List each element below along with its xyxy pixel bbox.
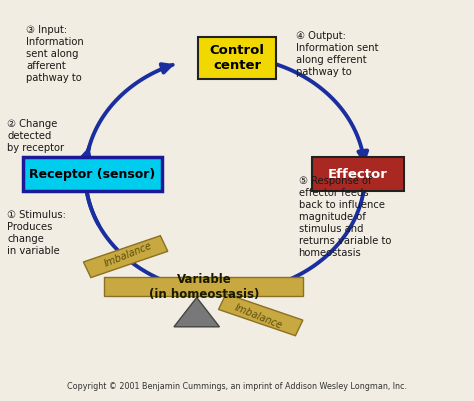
Text: Imbalance: Imbalance [233, 303, 284, 331]
Text: ④ Output:
Information sent
along efferent
pathway to: ④ Output: Information sent along efferen… [296, 31, 379, 77]
Polygon shape [83, 236, 168, 277]
Text: ③ Input:
Information
sent along
afferent
pathway to: ③ Input: Information sent along afferent… [26, 25, 84, 83]
Polygon shape [219, 294, 303, 336]
Text: Imbalance: Imbalance [102, 241, 154, 269]
Text: ① Stimulus:
Produces
change
in variable: ① Stimulus: Produces change in variable [7, 210, 66, 255]
FancyBboxPatch shape [311, 158, 404, 192]
Text: Effector: Effector [328, 168, 388, 181]
Text: Control
center: Control center [210, 44, 264, 72]
Text: Receptor (sensor): Receptor (sensor) [29, 168, 155, 181]
FancyBboxPatch shape [198, 37, 276, 79]
Text: Copyright © 2001 Benjamin Cummings, an imprint of Addison Wesley Longman, Inc.: Copyright © 2001 Benjamin Cummings, an i… [67, 382, 407, 391]
Polygon shape [174, 298, 219, 327]
FancyBboxPatch shape [23, 158, 162, 192]
Text: ② Change
detected
by receptor: ② Change detected by receptor [7, 119, 64, 153]
Text: ⑤ Response of
effector feeds
back to influence
magnitude of
stimulus and
returns: ⑤ Response of effector feeds back to inf… [299, 176, 391, 257]
Text: Variable
(in homeostasis): Variable (in homeostasis) [149, 273, 259, 301]
Polygon shape [104, 277, 303, 296]
